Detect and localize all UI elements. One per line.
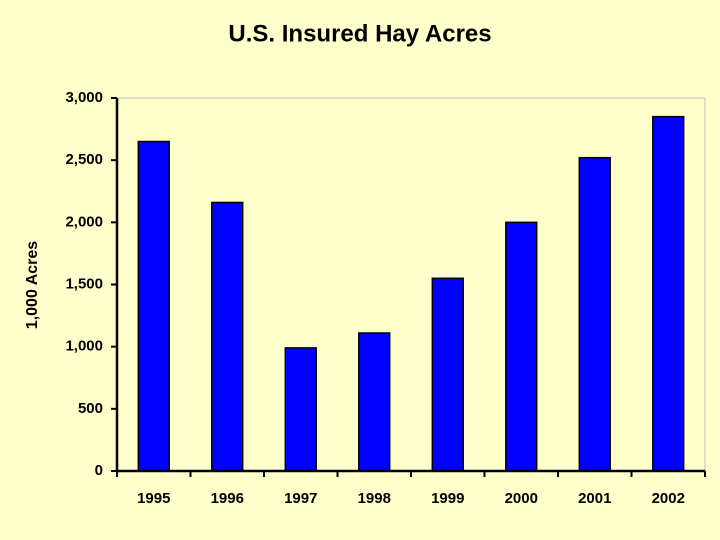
x-tick-label: 2001 <box>578 490 611 507</box>
bar <box>358 332 391 472</box>
y-axis-label: 1,000 Acres <box>24 241 41 329</box>
bar <box>652 115 685 472</box>
bar <box>211 201 244 472</box>
chart-title: U.S. Insured Hay Acres <box>228 20 491 47</box>
y-tick-label: 2,500 <box>65 151 103 168</box>
bar <box>137 140 170 472</box>
bar <box>431 277 464 472</box>
y-tick-label: 0 <box>95 462 103 479</box>
x-tick-label: 1995 <box>137 490 170 507</box>
x-tick-label: 1997 <box>284 490 317 507</box>
bar <box>578 156 611 472</box>
bar <box>284 347 317 472</box>
y-tick-label: 500 <box>78 400 103 417</box>
x-tick-label: 2000 <box>505 490 538 507</box>
y-tick-label: 1,000 <box>65 338 103 355</box>
x-tick-label: 2002 <box>652 490 685 507</box>
y-tick-label: 2,000 <box>65 213 103 230</box>
x-tick-label: 1996 <box>211 490 244 507</box>
bar <box>505 221 538 472</box>
x-tick-label: 1999 <box>431 490 464 507</box>
x-tick-label: 1998 <box>358 490 391 507</box>
y-tick-label: 1,500 <box>65 275 103 292</box>
y-tick-label: 3,000 <box>65 89 103 106</box>
